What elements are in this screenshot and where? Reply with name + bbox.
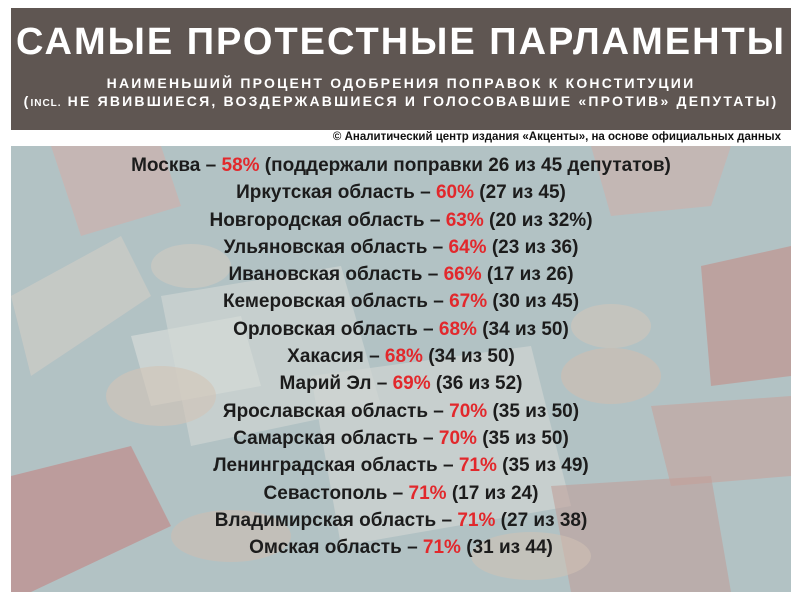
background-photo: Москва – 58% (поддержали поправки 26 из …	[11, 146, 791, 592]
approval-percent: 66%	[443, 264, 482, 286]
vote-detail: (35 из 49)	[496, 455, 589, 477]
subtitle-incl: INCL.	[30, 98, 62, 109]
subtitle-line-2: (INCL. НЕ ЯВИВШИЕСЯ, ВОЗДЕРЖАВШИЕСЯ И ГО…	[11, 92, 791, 113]
approval-percent: 68%	[384, 346, 423, 368]
region-name: Хакасия –	[287, 346, 385, 368]
approval-percent: 68%	[438, 318, 477, 340]
vote-detail: (36 из 52)	[430, 373, 523, 395]
vote-detail: (17 из 26)	[481, 264, 574, 286]
region-name: Ивановская область –	[228, 264, 444, 286]
list-item: Ивановская область – 66% (17 из 26)	[11, 261, 791, 288]
vote-detail: (35 из 50)	[476, 427, 569, 449]
subtitle-line-1: НАИМЕНЬШИЙ ПРОЦЕНТ ОДОБРЕНИЯ ПОПРАВОК К …	[106, 75, 696, 91]
list-item: Самарская область – 70% (35 из 50)	[11, 425, 791, 452]
list-item: Ярославская область – 70% (35 из 50)	[11, 398, 791, 425]
region-list: Москва – 58% (поддержали поправки 26 из …	[11, 152, 791, 561]
region-name: Новгородская область –	[209, 209, 446, 231]
approval-percent: 71%	[457, 509, 496, 531]
list-item: Москва – 58% (поддержали поправки 26 из …	[11, 152, 791, 179]
vote-detail: (30 из 45)	[487, 291, 580, 313]
region-name: Ленинградская область –	[213, 455, 459, 477]
region-name: Севастополь –	[263, 482, 409, 504]
region-name: Марий Эл –	[279, 373, 393, 395]
region-name: Москва –	[131, 155, 222, 176]
approval-percent: 67%	[449, 291, 488, 313]
approval-percent: 70%	[438, 427, 477, 449]
region-name: Иркутская область –	[236, 182, 436, 204]
vote-detail: (23 из 36)	[486, 236, 579, 258]
approval-percent: 69%	[392, 373, 431, 395]
list-item: Ульяновская область – 64% (23 из 36)	[11, 234, 791, 261]
list-item: Орловская область – 68% (34 из 50)	[11, 316, 791, 343]
region-name: Ярославская область –	[222, 400, 450, 422]
region-name: Самарская область –	[233, 427, 439, 449]
vote-detail: (31 из 44)	[460, 537, 553, 559]
approval-percent: 58%	[221, 155, 260, 176]
vote-detail: (27 из 45)	[473, 182, 566, 204]
approval-percent: 71%	[422, 537, 461, 559]
list-item: Омская область – 71% (31 из 44)	[11, 534, 791, 561]
vote-detail: (34 из 50)	[476, 318, 569, 340]
list-item: Марий Эл – 69% (36 из 52)	[11, 370, 791, 397]
approval-percent: 70%	[449, 400, 488, 422]
list-item: Новгородская область – 63% (20 из 32%)	[11, 207, 791, 234]
approval-percent: 71%	[408, 482, 447, 504]
hands-illustration	[11, 146, 791, 592]
region-name: Владимирская область –	[214, 509, 458, 531]
vote-detail: (20 из 32%)	[483, 209, 593, 231]
vote-detail: (34 из 50)	[422, 346, 515, 368]
subtitle: НАИМЕНЬШИЙ ПРОЦЕНТ ОДОБРЕНИЯ ПОПРАВОК К …	[11, 74, 791, 113]
approval-percent: 71%	[458, 455, 497, 477]
approval-percent: 63%	[445, 209, 484, 231]
approval-percent: 64%	[448, 236, 487, 258]
vote-detail: (поддержали поправки 26 из 45 депутатов)	[259, 155, 671, 176]
source-credit: © Аналитический центр издания «Акценты»,…	[332, 131, 781, 143]
region-name: Орловская область –	[233, 318, 439, 340]
vote-detail: (35 из 50)	[487, 400, 580, 422]
list-item: Иркутская область – 60% (27 из 45)	[11, 179, 791, 206]
approval-percent: 60%	[435, 182, 474, 204]
list-item: Севастополь – 71% (17 из 24)	[11, 480, 791, 507]
region-name: Омская область –	[249, 537, 423, 559]
vote-detail: (17 из 24)	[446, 482, 539, 504]
region-name: Кемеровская область –	[222, 291, 450, 313]
region-name: Ульяновская область –	[223, 236, 449, 258]
list-item: Ленинградская область – 71% (35 из 49)	[11, 452, 791, 479]
header-banner: САМЫЕ ПРОТЕСТНЫЕ ПАРЛАМЕНТЫ НАИМЕНЬШИЙ П…	[11, 8, 791, 130]
list-item: Хакасия – 68% (34 из 50)	[11, 343, 791, 370]
list-item: Кемеровская область – 67% (30 из 45)	[11, 288, 791, 315]
page-title: САМЫЕ ПРОТЕСТНЫЕ ПАРЛАМЕНТЫ	[16, 21, 786, 63]
vote-detail: (27 из 38)	[495, 509, 588, 531]
list-item: Владимирская область – 71% (27 из 38)	[11, 507, 791, 534]
subtitle-line-2-text: НЕ ЯВИВШИЕСЯ, ВОЗДЕРЖАВШИЕСЯ И ГОЛОСОВАВ…	[61, 93, 779, 109]
subtitle-open-paren: (	[23, 93, 31, 109]
